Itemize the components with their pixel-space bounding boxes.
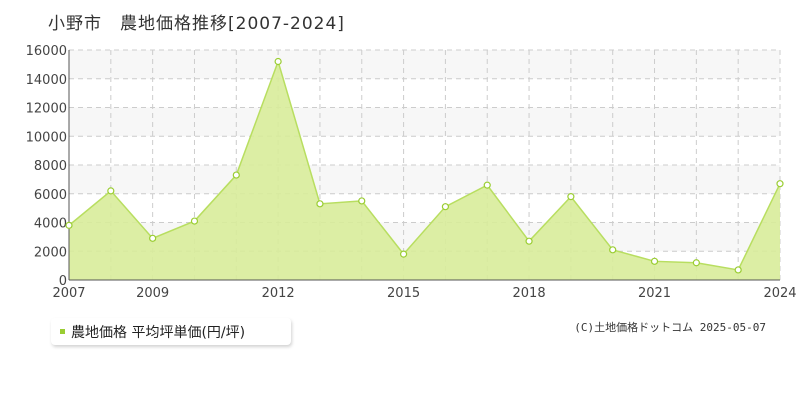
x-tick-label: 2018 bbox=[513, 286, 546, 301]
legend-marker-icon bbox=[60, 329, 65, 334]
credit-text: (C)土地価格ドットコム 2025-05-07 bbox=[574, 321, 766, 334]
x-tick-label: 2007 bbox=[52, 286, 85, 301]
data-point bbox=[776, 180, 784, 188]
y-tick-label: 8000 bbox=[34, 159, 67, 174]
y-tick-label: 2000 bbox=[34, 245, 67, 260]
y-tick-label: 14000 bbox=[26, 73, 67, 88]
data-point bbox=[692, 259, 700, 267]
background-band bbox=[69, 107, 780, 137]
data-point bbox=[232, 171, 240, 179]
axes bbox=[68, 50, 780, 281]
y-tick-label: 0 bbox=[59, 274, 67, 289]
y-axis-ticks: 0 2000 4000 6000 8000 10000 12000 14000 16000 bbox=[26, 44, 67, 289]
data-point bbox=[525, 237, 533, 245]
y-tick-label: 6000 bbox=[34, 188, 67, 203]
data-point bbox=[149, 234, 157, 242]
data-point bbox=[190, 217, 199, 225]
legend-label: 農地価格 平均坪単価(円/坪) bbox=[71, 324, 246, 341]
data-point bbox=[734, 266, 742, 274]
data-point bbox=[567, 193, 575, 201]
y-tick-label: 12000 bbox=[26, 102, 67, 117]
data-point bbox=[274, 57, 282, 66]
area-series bbox=[68, 59, 781, 280]
area-fill bbox=[69, 61, 780, 280]
x-axis-ticks: 2007 2009 2012 2015 2018 2021 2024 bbox=[52, 286, 796, 301]
data-point bbox=[107, 187, 115, 195]
background-band bbox=[69, 50, 780, 79]
data-point bbox=[609, 246, 617, 254]
data-point bbox=[399, 250, 408, 258]
series-line bbox=[68, 59, 781, 271]
data-point bbox=[441, 203, 450, 211]
x-tick-label: 2009 bbox=[136, 286, 169, 301]
x-tick-label: 2024 bbox=[763, 286, 796, 301]
x-tick-label: 2012 bbox=[262, 286, 295, 301]
y-tick-label: 16000 bbox=[26, 44, 67, 59]
data-point bbox=[316, 200, 324, 208]
background-bands bbox=[69, 50, 780, 252]
y-tick-label: 4000 bbox=[34, 217, 67, 232]
x-tick-label: 2021 bbox=[638, 286, 671, 301]
y-tick-label: 10000 bbox=[26, 130, 67, 145]
chart-title: 小野市 農地価格推移[2007-2024] bbox=[48, 14, 345, 34]
data-point bbox=[65, 221, 73, 229]
data-point bbox=[358, 197, 366, 205]
x-tick-label: 2015 bbox=[387, 286, 420, 301]
legend: 農地価格 平均坪単価(円/坪) bbox=[51, 318, 291, 345]
data-point bbox=[650, 257, 659, 265]
data-markers bbox=[65, 57, 784, 274]
data-point bbox=[483, 181, 491, 189]
background-band bbox=[69, 165, 780, 194]
